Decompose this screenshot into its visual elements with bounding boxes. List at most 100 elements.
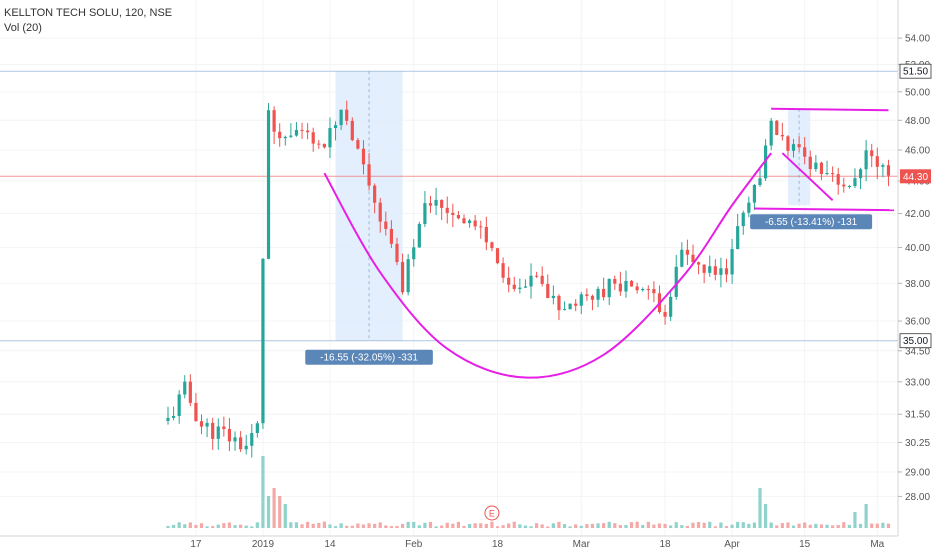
candle-body — [177, 394, 181, 416]
volume-bar — [306, 521, 310, 528]
volume-bar — [250, 526, 254, 528]
volume-bar — [646, 521, 650, 528]
volume-indicator-title[interactable]: Vol (20) — [4, 22, 42, 34]
volume-bar — [674, 522, 678, 528]
volume-bar — [395, 525, 399, 528]
earnings-event-marker[interactable]: E — [484, 505, 500, 521]
candle-body — [875, 156, 879, 167]
y-tick-label: 42.00 — [905, 209, 930, 220]
candle-body — [529, 275, 533, 287]
candle-body — [663, 312, 667, 317]
volume-bar — [691, 522, 695, 528]
candle-body — [350, 120, 354, 141]
volume-bar — [585, 524, 589, 528]
volume-bar — [434, 526, 438, 528]
y-tick-label: 40.00 — [905, 243, 930, 254]
volume-bar — [870, 523, 874, 528]
candle-body — [562, 309, 567, 311]
candle-body — [780, 134, 784, 137]
volume-bar — [255, 522, 259, 528]
volume-bar — [400, 523, 405, 528]
volume-bar — [763, 504, 768, 528]
candle-body — [306, 130, 310, 133]
volume-bar — [412, 521, 416, 528]
candle-body — [853, 178, 857, 186]
candle-body — [451, 212, 455, 215]
volume-bar — [562, 524, 567, 528]
cup-curve — [323, 152, 772, 379]
volume-bar — [618, 525, 622, 528]
x-tick-label: 17 — [190, 539, 202, 550]
measure-label-text: -16.55 (-32.05%) -331 — [320, 353, 418, 364]
volume-bar — [769, 522, 773, 528]
volume-bar — [752, 522, 757, 528]
candle-body — [183, 381, 187, 395]
candle-body — [635, 286, 639, 291]
volume-bar — [574, 524, 578, 528]
candle-body — [646, 288, 650, 290]
measure-label-1[interactable]: -6.55 (-13.41%) -131 — [750, 214, 873, 230]
candle-body — [289, 135, 293, 137]
volume-bar — [881, 522, 885, 528]
y-tick-label: 34.50 — [905, 346, 930, 357]
price-lines — [0, 70, 898, 342]
volume-bar — [546, 526, 550, 528]
measure-label-0[interactable]: -16.55 (-32.05%) -331 — [305, 349, 433, 365]
candle-body — [300, 129, 304, 131]
volume-bar — [523, 525, 528, 528]
time-axis[interactable]: 17 2019 14 Feb 18 Mar 18 Apr 15 Ma — [0, 535, 932, 550]
volume-bar — [831, 525, 835, 528]
candle-body — [613, 278, 617, 284]
candle-body — [819, 162, 824, 174]
y-tick-label: 31.50 — [905, 410, 930, 421]
candle-body — [384, 221, 388, 229]
symbol-title[interactable]: KELLTON TECH SOLU, 120, NSE — [4, 7, 173, 19]
volume-bar — [211, 526, 215, 528]
volume-bar — [518, 524, 522, 528]
y-tick-label: 28.00 — [905, 492, 930, 503]
candle-body — [691, 254, 695, 263]
candle-body — [864, 150, 868, 170]
candle-body — [557, 295, 561, 311]
price-label-box — [900, 169, 931, 184]
candle-body — [373, 185, 377, 203]
candle-body — [311, 132, 315, 144]
candle-body — [266, 110, 271, 259]
volume-bar — [557, 521, 561, 528]
candle-body — [428, 203, 433, 206]
measure-tools[interactable] — [335, 71, 811, 341]
candle-body — [239, 437, 243, 450]
volume-bar — [842, 522, 846, 528]
candle-body — [171, 415, 176, 418]
volume-bar — [886, 523, 891, 528]
volume-bar — [473, 523, 477, 528]
pattern-drawings[interactable] — [323, 107, 895, 379]
event-text: E — [489, 509, 495, 519]
volume-bar — [607, 521, 611, 528]
price-label-text: 51.50 — [903, 67, 928, 78]
candle-body — [294, 129, 299, 136]
candle-body — [205, 422, 209, 427]
event-circle — [484, 505, 500, 521]
volume-bar — [356, 523, 360, 528]
candle-body — [199, 421, 204, 427]
volume-bar — [702, 522, 706, 528]
volume-bar — [216, 524, 220, 528]
x-tick-label: Feb — [405, 539, 423, 550]
candle-body — [345, 109, 349, 121]
candle-body — [825, 173, 829, 175]
pattern-line-2 — [781, 152, 834, 202]
y-tick-label: 54.00 — [905, 34, 930, 45]
candle-body — [836, 174, 840, 185]
candle-body — [233, 437, 237, 442]
candle-body — [842, 184, 846, 187]
candle-body — [870, 150, 874, 157]
candle-body — [585, 294, 589, 296]
candle-body — [618, 283, 622, 292]
volume-bar — [696, 522, 701, 528]
volume-bar — [311, 523, 315, 528]
candle-body — [713, 266, 717, 275]
volume-bar — [641, 524, 645, 528]
price-axis[interactable]: 54.0052.0050.0048.0046.0044.0042.0040.00… — [897, 0, 932, 536]
